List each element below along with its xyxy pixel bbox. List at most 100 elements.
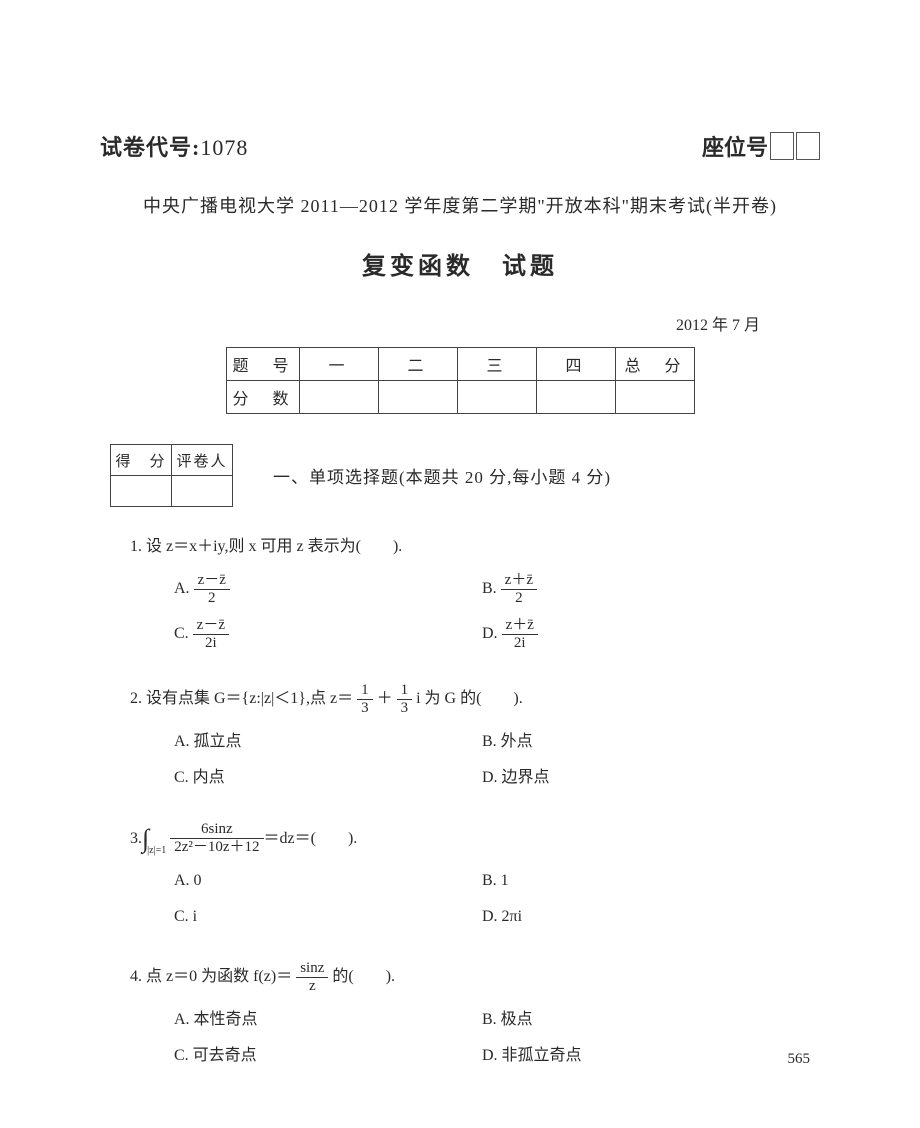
stem-text: 的( ). (332, 968, 395, 985)
stem-text: ＝dz＝( ). (264, 827, 358, 851)
numerator: z－z̄ (194, 573, 230, 590)
question-stem: 3. ∫ |z|=1 6sinz 2z²－10z＋12 ＝dz＝( ). (130, 822, 790, 855)
option-label: C. (174, 625, 193, 642)
score-col: 总 分 (615, 348, 694, 381)
score-col: 一 (299, 348, 378, 381)
stem-text: i 为 G 的( ). (416, 690, 523, 707)
denominator: 2 (194, 590, 230, 606)
option-d: D. z＋z̄ 2i (482, 618, 790, 651)
score-col: 四 (536, 348, 615, 381)
denominator: 2 (501, 590, 537, 606)
options: A. 孤立点 B. 外点 C. 内点 D. 边界点 (130, 730, 790, 802)
score-cell[interactable] (536, 381, 615, 414)
question-4: 4. 点 z＝0 为函数 f(z)＝ sinz z 的( ). A. 本性奇点 … (130, 961, 790, 1080)
grader-cell[interactable] (111, 476, 172, 507)
score-col: 三 (457, 348, 536, 381)
option-b: B. 1 (482, 869, 790, 893)
numerator: z－z̄ (193, 618, 229, 635)
score-header: 题 号 (226, 348, 299, 381)
page-number: 565 (788, 1051, 811, 1068)
seat-box-1[interactable] (770, 132, 794, 160)
fraction: 1 3 (397, 683, 413, 716)
fraction: z－z̄ 2 (194, 573, 230, 606)
option-b: B. 外点 (482, 730, 790, 754)
fraction: z＋z̄ 2 (501, 573, 537, 606)
denominator: 3 (357, 700, 373, 716)
numerator: sinz (296, 961, 328, 978)
option-a: A. 本性奇点 (174, 1008, 482, 1032)
denominator: 3 (397, 700, 413, 716)
score-cell[interactable] (299, 381, 378, 414)
options: A. 0 B. 1 C. i D. 2πi (130, 869, 790, 941)
option-label: D. (482, 625, 502, 642)
denominator: 2i (193, 635, 229, 651)
fraction: z＋z̄ 2i (502, 618, 538, 651)
paper-code: 试卷代号:1078 (100, 130, 248, 162)
option-c: C. 可去奇点 (174, 1044, 482, 1068)
table-row: 分 数 (226, 381, 694, 414)
question-3: 3. ∫ |z|=1 6sinz 2z²－10z＋12 ＝dz＝( ). A. … (130, 822, 790, 941)
numerator: z＋z̄ (502, 618, 538, 635)
question-stem: 1. 设 z＝x＋iy,则 x 可用 z 表示为( ). (130, 535, 790, 559)
grader-label: 评卷人 (172, 445, 233, 476)
stem-text: 2. 设有点集 G＝{z:|z|＜1},点 z＝ (130, 690, 353, 707)
question-2: 2. 设有点集 G＝{z:|z|＜1},点 z＝ 1 3 ＋ 1 3 i 为 G… (130, 683, 790, 802)
grader-table: 得 分 评卷人 (110, 444, 233, 507)
grader-cell[interactable] (172, 476, 233, 507)
exam-title: 复变函数 试题 (100, 246, 820, 281)
numerator: 6sinz (170, 822, 263, 839)
integral-expr: 3. ∫ |z|=1 6sinz 2z²－10z＋12 ＝dz＝( ). (130, 822, 357, 855)
score-col: 二 (378, 348, 457, 381)
question-1: 1. 设 z＝x＋iy,则 x 可用 z 表示为( ). A. z－z̄ 2 B… (130, 535, 790, 663)
option-c: C. z－z̄ 2i (174, 618, 482, 651)
options: A. 本性奇点 B. 极点 C. 可去奇点 D. 非孤立奇点 (130, 1008, 790, 1080)
table-row: 题 号 一 二 三 四 总 分 (226, 348, 694, 381)
option-a: A. z－z̄ 2 (174, 573, 482, 606)
stem-text: 4. 点 z＝0 为函数 f(z)＝ (130, 968, 292, 985)
table-row: 得 分 评卷人 (111, 445, 233, 476)
seat-number: 座位号 (702, 130, 820, 162)
option-b: B. 极点 (482, 1008, 790, 1032)
question-stem: 2. 设有点集 G＝{z:|z|＜1},点 z＝ 1 3 ＋ 1 3 i 为 G… (130, 683, 790, 716)
option-a: A. 孤立点 (174, 730, 482, 754)
option-label: A. (174, 580, 194, 597)
paper-code-label: 试卷代号: (100, 135, 200, 160)
score-cell[interactable] (457, 381, 536, 414)
exam-page: 试卷代号:1078 座位号 中央广播电视大学 2011—2012 学年度第二学期… (0, 0, 920, 1128)
stem-text: 3. (130, 827, 142, 851)
table-row (111, 476, 233, 507)
score-cell[interactable] (615, 381, 694, 414)
numerator: z＋z̄ (501, 573, 537, 590)
option-d: D. 非孤立奇点 (482, 1044, 790, 1068)
option-a: A. 0 (174, 869, 482, 893)
numerator: 1 (397, 683, 413, 700)
integral-limit: |z|=1 (147, 843, 166, 858)
paper-code-value: 1078 (200, 135, 248, 160)
section-1-title: 一、单项选择题(本题共 20 分,每小题 4 分) (273, 463, 611, 488)
denominator: 2i (502, 635, 538, 651)
questions: 1. 设 z＝x＋iy,则 x 可用 z 表示为( ). A. z－z̄ 2 B… (100, 535, 820, 1080)
denominator: z (296, 978, 328, 994)
option-d: D. 2πi (482, 905, 790, 929)
option-label: B. (482, 580, 501, 597)
question-stem: 4. 点 z＝0 为函数 f(z)＝ sinz z 的( ). (130, 961, 790, 994)
fraction: 1 3 (357, 683, 373, 716)
fraction: sinz z (296, 961, 328, 994)
seat-box-2[interactable] (796, 132, 820, 160)
exam-date: 2012 年 7 月 (100, 311, 760, 335)
header-row: 试卷代号:1078 座位号 (100, 130, 820, 162)
options: A. z－z̄ 2 B. z＋z̄ 2 C. z－z (130, 573, 790, 663)
denominator: 2z²－10z＋12 (170, 839, 263, 855)
score-cell[interactable] (378, 381, 457, 414)
numerator: 1 (357, 683, 373, 700)
grader-label: 得 分 (111, 445, 172, 476)
seat-label: 座位号 (702, 135, 768, 160)
stem-text: ＋ (377, 690, 393, 707)
grader-row: 得 分 评卷人 一、单项选择题(本题共 20 分,每小题 4 分) (100, 444, 820, 507)
score-row-label: 分 数 (226, 381, 299, 414)
option-b: B. z＋z̄ 2 (482, 573, 790, 606)
score-table-wrap: 题 号 一 二 三 四 总 分 分 数 (100, 347, 820, 414)
fraction: 6sinz 2z²－10z＋12 (170, 822, 263, 855)
option-d: D. 边界点 (482, 766, 790, 790)
option-c: C. i (174, 905, 482, 929)
